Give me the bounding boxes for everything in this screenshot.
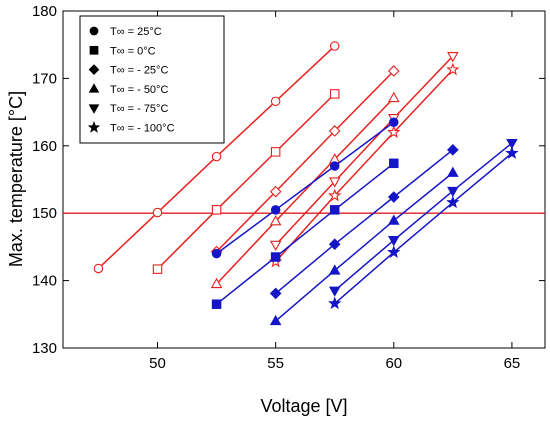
legend-label: T∞ = - 100°C [110,123,175,135]
legend-label: T∞ = - 50°C [110,84,168,96]
y-tick-label: 130 [32,340,57,357]
data-point-square [270,147,281,157]
series-line [275,149,454,294]
series-line [216,162,395,305]
data-point-triangle-up [269,314,282,326]
series-layer [93,41,519,326]
data-point-triangle-down [506,138,518,150]
data-point-star [328,188,342,202]
series-blue-diamond [269,144,459,300]
data-point-triangle-down [447,52,459,63]
data-point-diamond [387,65,400,77]
series-line [156,93,336,270]
data-point-triangle-up [210,277,223,289]
data-point-diamond [269,287,282,300]
series-red-triangle-up [210,91,400,289]
x-tick-label: 65 [504,355,521,372]
data-point-square [211,205,222,215]
y-tick-label: 140 [32,273,57,290]
legend-box [79,15,225,144]
x-axis-title: Voltage [V] [260,396,347,416]
series-line [275,69,454,263]
data-point-diamond [328,125,341,137]
x-tick-label: 50 [149,355,166,372]
data-point-circle [152,207,163,218]
data-point-diamond [269,185,282,198]
y-tick-label: 170 [32,70,57,87]
data-point-diamond [387,191,400,203]
data-point-star [87,121,101,133]
legend-label: T∞ = - 25°C [110,65,168,77]
series-line [334,152,513,305]
y-tick-label: 180 [32,3,57,20]
data-point-star [446,195,460,209]
data-point-square [329,205,340,215]
data-point-circle [93,263,104,274]
series-line [275,172,454,322]
data-point-circle [329,161,340,171]
data-point-diamond [328,238,341,251]
series-blue-star [328,146,519,310]
series-blue-square [211,158,399,309]
data-point-square [329,89,340,99]
data-point-circle [211,151,222,162]
data-point-circle [329,41,340,51]
data-point-triangle-down [269,240,282,252]
data-point-triangle-down [447,186,459,198]
legend: T∞ = 25°C T∞ = 0°C T∞ = - 25°C T∞ = - 50°C T… [79,15,225,144]
data-point-star [505,146,519,159]
x-tick-label: 55 [267,355,284,372]
legend-label: T∞ = - 75°C [110,103,168,115]
plot-frame [62,10,546,349]
data-point-square [270,252,281,262]
series-line [275,55,454,246]
y-tick-label: 150 [32,205,57,222]
data-point-circle [389,117,399,127]
x-tick-label: 60 [385,355,402,372]
data-point-triangle-down [88,104,100,114]
series-blue-triangle-up [269,166,459,326]
series-line [216,70,395,253]
series-blue-triangle-down [328,138,518,297]
series-red-triangle-down [269,52,459,252]
y-axis-title: Max. temperature [°C] [6,91,26,267]
data-point-triangle-up [269,215,282,226]
data-point-square [211,299,222,309]
series-red-square [152,89,340,274]
data-point-triangle-up [388,91,400,103]
data-point-star [387,245,401,258]
data-point-star [446,62,460,76]
series-line [334,142,513,292]
data-point-square [152,264,163,274]
series-line [216,121,395,255]
data-point-square [389,158,399,169]
data-point-star [328,296,342,310]
data-point-triangle-down [328,286,341,297]
series-red-circle [93,41,340,274]
data-point-triangle-up [447,166,459,177]
data-point-circle [211,248,222,259]
series-blue-circle [211,117,399,259]
data-point-triangle-up [88,83,100,93]
series-red-star [268,62,460,268]
data-point-square [89,45,99,55]
y-tick-label: 160 [32,138,57,155]
data-point-star [387,125,401,139]
data-point-circle [89,26,99,36]
data-point-triangle-down [388,236,400,247]
data-point-triangle-up [328,264,341,275]
series-line [216,97,395,285]
data-point-triangle-up [388,214,400,225]
axes: 50 55 60 65 130 140 150 160 170 180 [32,3,545,372]
data-point-diamond [447,144,459,156]
legend-label: T∞ = 0°C [110,45,156,57]
data-point-circle [270,96,281,107]
data-point-diamond [88,64,100,75]
data-point-triangle-down [328,177,341,188]
data-point-circle [270,205,281,215]
legend-label: T∞ = 25°C [110,26,162,38]
